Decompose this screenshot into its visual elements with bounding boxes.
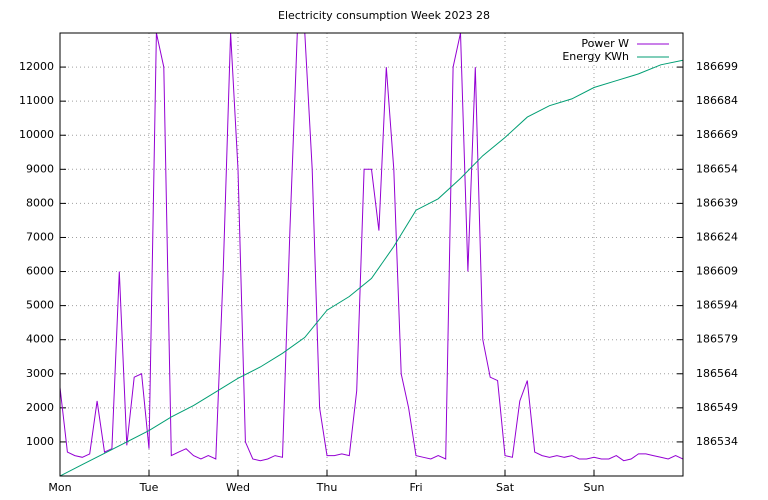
y-tick-label: 12000 bbox=[19, 60, 54, 73]
y-tick-label: 4000 bbox=[26, 333, 54, 346]
plot-border bbox=[59, 32, 684, 477]
y-tick-label: 3000 bbox=[26, 367, 54, 380]
y2-tick-label: 186564 bbox=[696, 367, 738, 380]
y-tick-label: 7000 bbox=[26, 230, 54, 243]
x-tick-label: Tue bbox=[139, 481, 159, 494]
y-tick-label: 9000 bbox=[26, 162, 54, 175]
x-tick-label: Wed bbox=[226, 481, 250, 494]
x-tick-label: Mon bbox=[48, 481, 71, 494]
y2-tick-label: 186669 bbox=[696, 128, 738, 141]
x-tick-label: Sun bbox=[584, 481, 605, 494]
x-tick-label: Fri bbox=[409, 481, 422, 494]
y2-tick-label: 186534 bbox=[696, 435, 738, 448]
y2-tick-label: 186624 bbox=[696, 230, 738, 243]
y-tick-label: 11000 bbox=[19, 94, 54, 107]
y-tick-label: 6000 bbox=[26, 265, 54, 278]
y-tick-label: 2000 bbox=[26, 401, 54, 414]
y2-tick-label: 186609 bbox=[696, 265, 738, 278]
y2-tick-label: 186579 bbox=[696, 333, 738, 346]
y2-tick-label: 186549 bbox=[696, 401, 738, 414]
y-tick-label: 8000 bbox=[26, 196, 54, 209]
x-tick-label: Sat bbox=[496, 481, 515, 494]
chart-title: Electricity consumption Week 2023 28 bbox=[278, 9, 490, 22]
y2-tick-label: 186594 bbox=[696, 299, 738, 312]
legend-label: Power W bbox=[581, 37, 629, 50]
y2-tick-label: 186684 bbox=[696, 94, 738, 107]
y-tick-label: 10000 bbox=[19, 128, 54, 141]
y-tick-label: 5000 bbox=[26, 299, 54, 312]
x-tick-label: Thu bbox=[316, 481, 338, 494]
y2-tick-label: 186639 bbox=[696, 196, 738, 209]
series-line bbox=[60, 59, 683, 476]
series-line bbox=[60, 33, 683, 462]
legend-label: Energy KWh bbox=[562, 50, 629, 63]
y2-tick-label: 186699 bbox=[696, 60, 738, 73]
y2-tick-label: 186654 bbox=[696, 162, 738, 175]
y-tick-label: 1000 bbox=[26, 435, 54, 448]
